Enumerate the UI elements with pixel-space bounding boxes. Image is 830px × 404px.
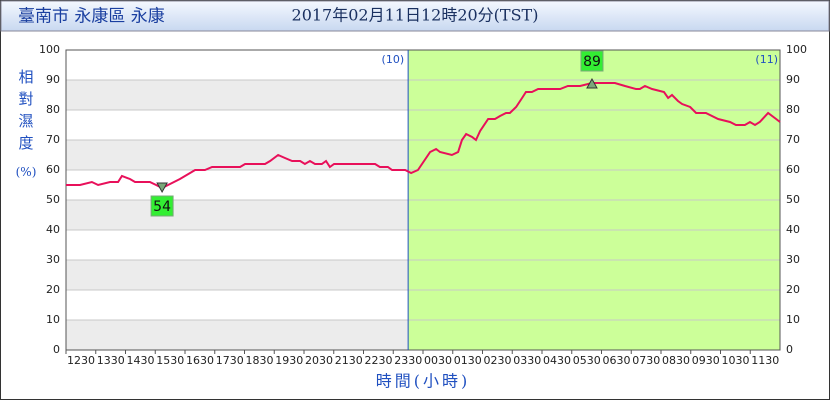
x-tick-label: 2130	[335, 354, 363, 367]
y-tick-label: 70	[46, 133, 60, 146]
y-tick-label: 50	[46, 193, 60, 206]
x-tick-label: 0730	[632, 354, 660, 367]
y-tick-label: 10	[46, 313, 60, 326]
max-label: 89	[583, 54, 601, 70]
x-tick-label: 0530	[573, 354, 601, 367]
line	[66, 82, 781, 190]
y-tick-label: 30	[46, 253, 60, 266]
header-bar	[0, 0, 830, 32]
y-tick-label: 0	[53, 343, 60, 356]
x-tick-label: 1130	[751, 354, 779, 367]
y2-tick-label: 80	[786, 103, 800, 116]
y2-tick-label: 100	[786, 43, 807, 56]
y2-tick-label: 90	[786, 73, 800, 86]
y2-tick-label: 0	[786, 343, 793, 356]
timestamp: 2017年02月11日12時20分(TST)	[292, 6, 539, 25]
y-axis-label: 相對濕度(%)	[16, 68, 37, 179]
y2-tick-label: 50	[786, 193, 800, 206]
y-tick-label: 60	[46, 163, 60, 176]
x-tick-label: 1830	[246, 354, 274, 367]
y-tick-label: 100	[39, 43, 60, 56]
x-tick-label: 1030	[722, 354, 750, 367]
x-tick-label: 1530	[156, 354, 184, 367]
max-marker	[586, 77, 598, 89]
x-tick-label: 1730	[216, 354, 244, 367]
station: 臺南市 永康區 永康	[18, 7, 165, 27]
day-label: (11)	[755, 53, 778, 66]
x-tick-label: 0330	[513, 354, 541, 367]
x-tick-label: 0430	[543, 354, 571, 367]
x-tick-label: 0030	[424, 354, 452, 367]
x-tick-label: 2330	[394, 354, 422, 367]
min-label: 54	[153, 199, 171, 215]
y2-tick-label: 70	[786, 133, 800, 146]
x-tick-label: 1930	[275, 354, 303, 367]
y2-tick-label: 10	[786, 313, 800, 326]
x-tick-label: 1430	[127, 354, 155, 367]
x-tick-label: 1330	[97, 354, 125, 367]
x-tick-label: 1230	[67, 354, 95, 367]
x-tick-label: 0830	[662, 354, 690, 367]
y-tick-label: 90	[46, 73, 60, 86]
x-tick-label: 0630	[603, 354, 631, 367]
min-label-box	[150, 195, 174, 217]
y-tick-label: 20	[46, 283, 60, 296]
y2-tick-label: 40	[786, 223, 800, 236]
x-tick-label: 2030	[305, 354, 333, 367]
x-axis-label: 時間(小時)	[376, 372, 471, 391]
y2-tick-label: 60	[786, 163, 800, 176]
x-tick-label: 0130	[454, 354, 482, 367]
x-tick-label: 0230	[484, 354, 512, 367]
x-tick-label: 1630	[186, 354, 214, 367]
x-tick-label: 2230	[365, 354, 393, 367]
y2-tick-label: 20	[786, 283, 800, 296]
x-tick-label: 0930	[692, 354, 720, 367]
y-tick-label: 80	[46, 103, 60, 116]
min-marker	[156, 182, 168, 194]
y-tick-label: 40	[46, 223, 60, 236]
day-label: (10)	[382, 53, 405, 66]
y2-tick-label: 30	[786, 253, 800, 266]
max-label-box	[580, 50, 604, 72]
